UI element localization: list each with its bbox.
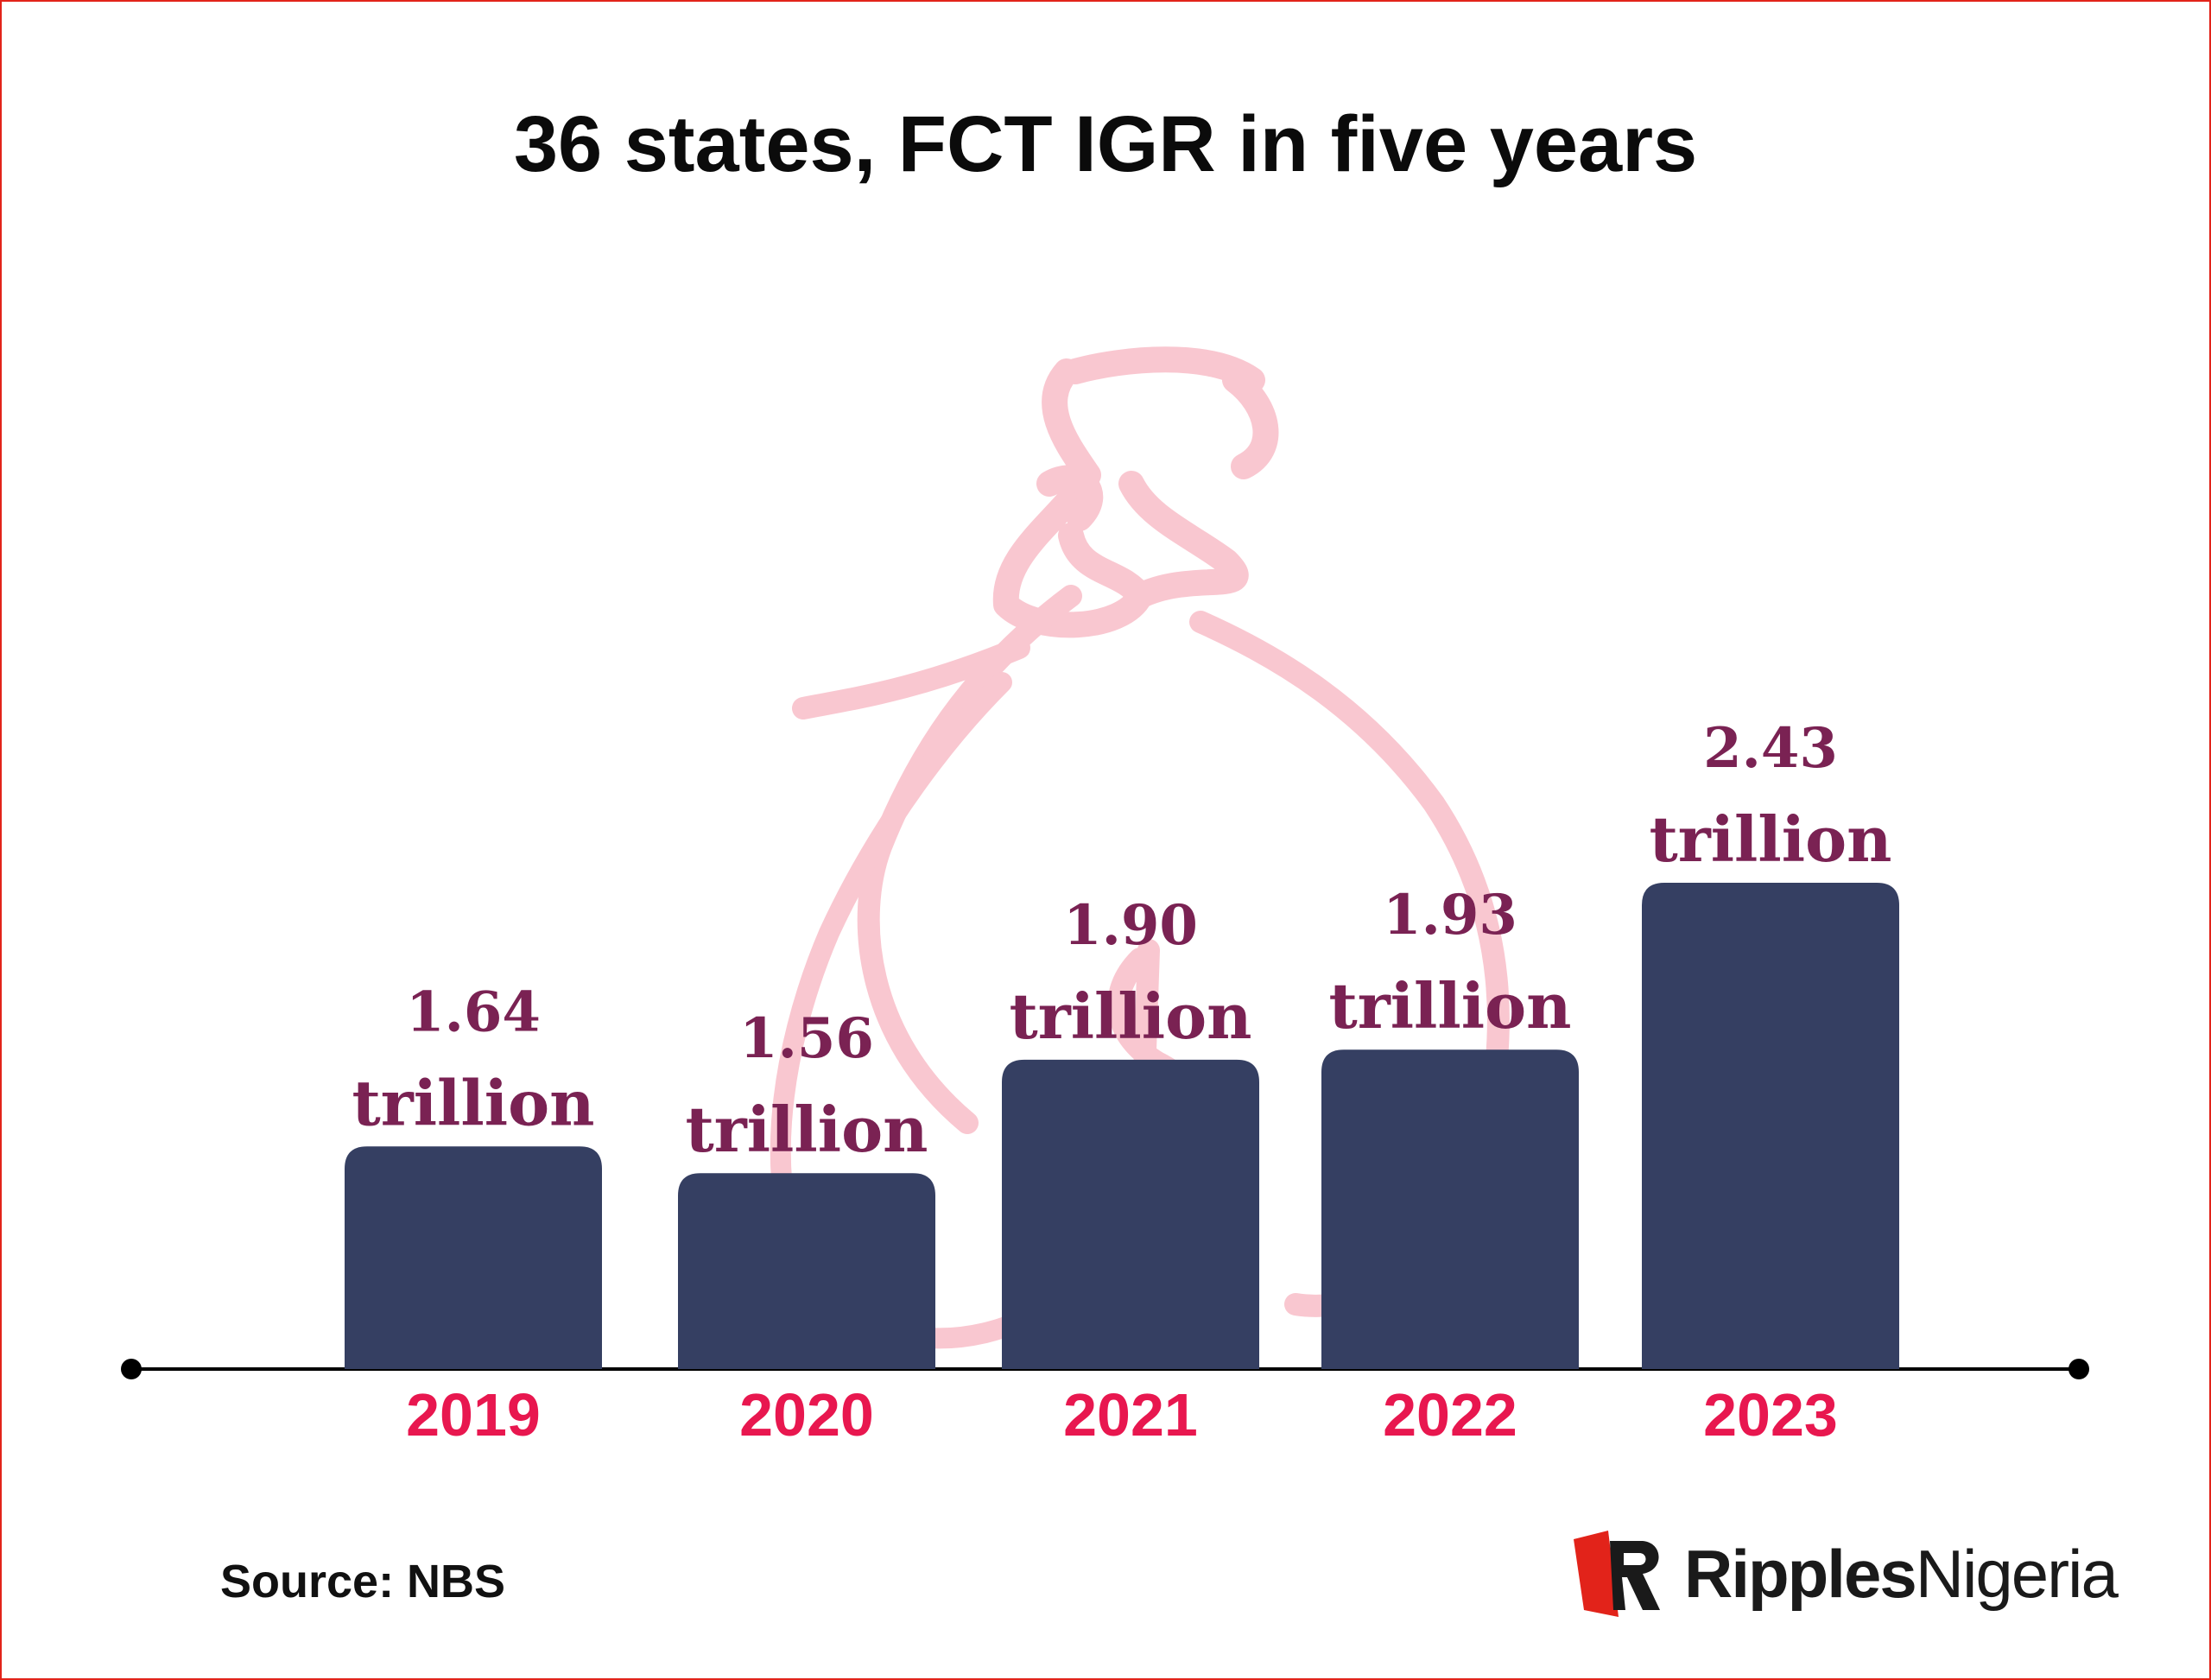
value-unit-label-2019: trillion — [352, 1066, 595, 1139]
value-unit-label-2022: trillion — [1329, 969, 1572, 1043]
bar-2022 — [1321, 1049, 1579, 1369]
value-unit-label-2021: trillion — [1010, 979, 1252, 1053]
value-label-2019: 1.64 — [406, 979, 541, 1044]
x-axis-start-dot — [121, 1359, 142, 1379]
brand-logo: RipplesNigeria — [1574, 1531, 2119, 1617]
brand-name: RipplesNigeria — [1684, 1535, 2119, 1613]
x-axis-end-dot — [2068, 1359, 2089, 1379]
value-unit-label-2023: trillion — [1650, 802, 1892, 876]
chart-title: 36 states, FCT IGR in five years — [513, 100, 1698, 188]
bar-2020 — [678, 1173, 935, 1369]
category-label-2021: 2021 — [1063, 1381, 1198, 1449]
brand-name-bold: Ripples — [1684, 1535, 1917, 1612]
value-label-2020: 1.56 — [739, 1006, 874, 1071]
value-unit-label-2020: trillion — [686, 1093, 928, 1166]
value-label-2023: 2.43 — [1703, 716, 1838, 781]
labels-group: 1.64 trillion 2019 1.56 trillion 2020 1.90 tril… — [352, 716, 1892, 1449]
value-label-2022: 1.93 — [1383, 883, 1517, 948]
value-label-2021: 1.90 — [1063, 893, 1198, 958]
category-label-2022: 2022 — [1383, 1381, 1517, 1449]
bar-2023 — [1642, 883, 1899, 1369]
source-note: Source: NBS — [220, 1556, 506, 1607]
ripples-logo-icon — [1574, 1531, 1670, 1617]
bar-2019 — [345, 1146, 602, 1369]
category-label-2019: 2019 — [406, 1381, 541, 1449]
bar-2021 — [1002, 1059, 1259, 1369]
brand-name-regular: Nigeria — [1915, 1535, 2119, 1612]
bars-group — [345, 883, 1899, 1369]
category-label-2020: 2020 — [739, 1381, 874, 1449]
category-label-2023: 2023 — [1703, 1381, 1838, 1449]
